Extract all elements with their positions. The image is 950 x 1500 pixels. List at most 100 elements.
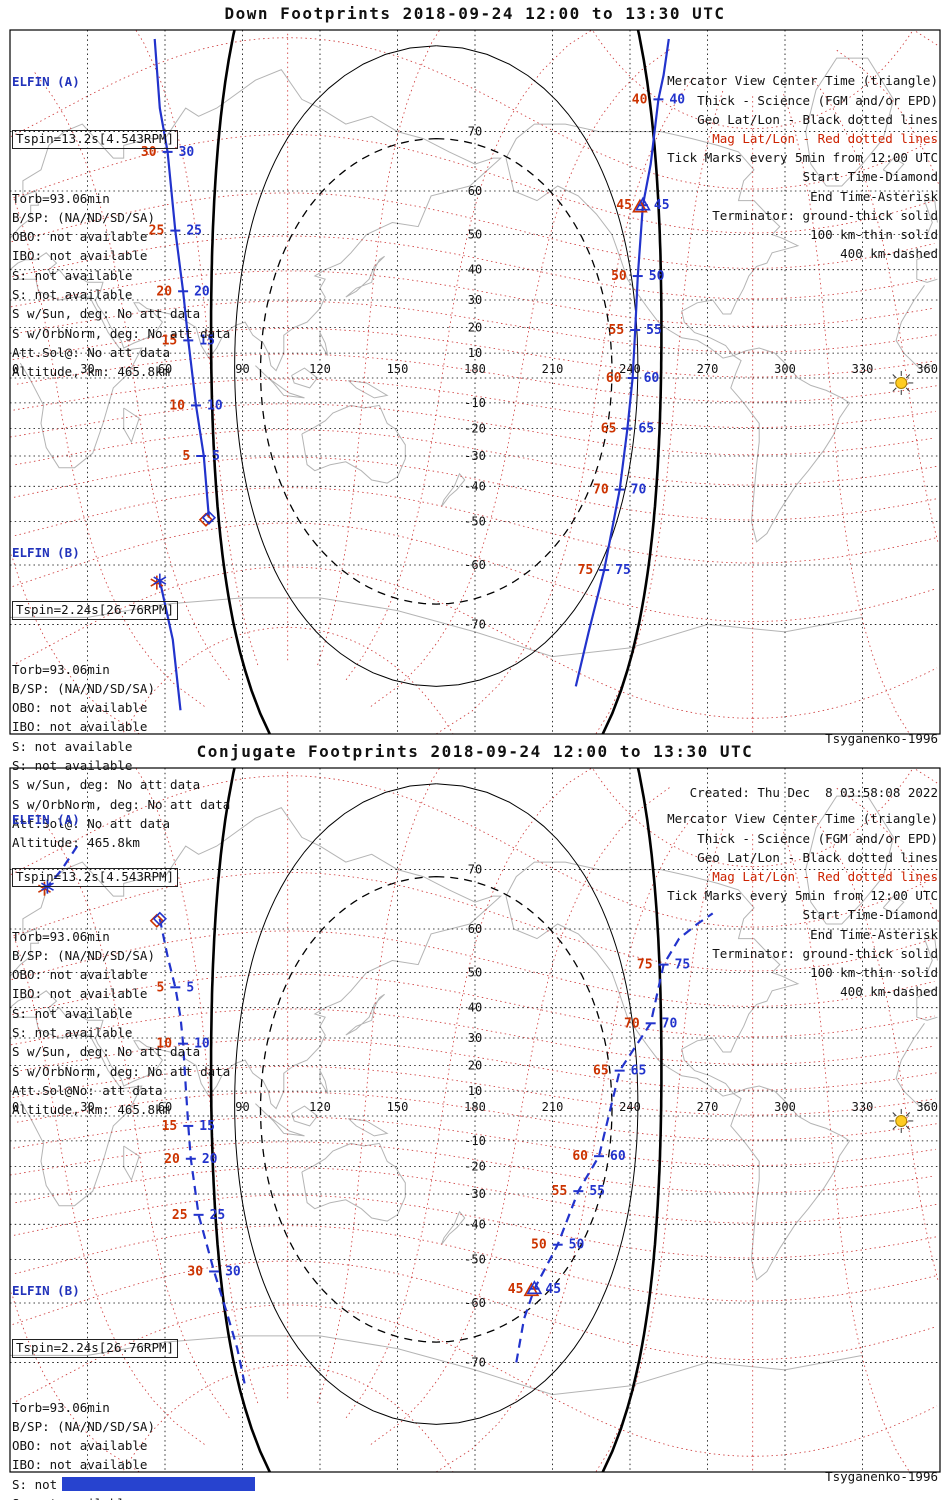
legend-line: 100 km-thin solid — [810, 227, 938, 243]
elfin-b-info-line: S: not available — [12, 758, 133, 774]
lat-label: 40 — [468, 263, 482, 277]
lat-label: 50 — [468, 965, 482, 979]
legend-down: Mercator View Center Time (triangle) Thic… — [667, 33, 938, 302]
satellite-track — [158, 580, 182, 711]
elfin-a-info-conjugate: ELFIN (A) Tspin=13.2s[4.543RPM] Torb=93.… — [12, 771, 230, 1158]
legend-line: 100 km-thin solid — [810, 965, 938, 981]
lon-label: 360 — [916, 1100, 938, 1114]
lat-label: -20 — [464, 422, 486, 436]
elfin-b-header: ELFIN (B) — [12, 544, 80, 560]
elfin-a-info-line: OBO: not available — [12, 229, 148, 245]
lat-label: -40 — [464, 479, 486, 493]
lon-label: 30 — [80, 362, 94, 376]
terminator-100km — [234, 783, 639, 1425]
lat-label: 60 — [468, 922, 482, 936]
tick-label-red: 65 — [593, 1064, 609, 1079]
tick-label-red: 55 — [609, 323, 625, 338]
legend-line: Mag Lat/Lon - Red dotted lines — [712, 869, 938, 885]
tick-label-red: 25 — [149, 224, 165, 239]
tick-label-blue: 5 — [186, 980, 194, 995]
lon-label: 360 — [916, 362, 938, 376]
terminator-ground — [209, 768, 663, 1472]
lon-label: 180 — [464, 362, 486, 376]
lat-label: 70 — [468, 863, 482, 877]
terminator-100km — [234, 45, 639, 687]
start-time-diamond — [198, 510, 217, 527]
elfin-b-info-line: S w/Sun, deg: No att data — [12, 777, 201, 793]
elfin-b-info-line: Torb=93.06min — [12, 661, 110, 677]
legend-conjugate: Mercator View Center Time (triangle) Thic… — [667, 771, 938, 1040]
lon-label: 270 — [697, 1100, 719, 1114]
legend-line: Tick Marks every 5min from 12:00 UTC — [667, 150, 938, 166]
elfin-b-info-line: S: not available — [12, 738, 133, 754]
tick-label-blue: 25 — [210, 1208, 226, 1223]
plot-border — [9, 29, 941, 735]
elfin-a-info-line: S w/Sun, deg: No att data — [12, 1044, 201, 1060]
lat-label: -10 — [464, 1134, 486, 1148]
elfin-a-header: ELFIN (A) — [12, 73, 80, 89]
elfin-b-tspin: Tspin=2.24s[26.76RPM] — [12, 601, 179, 620]
elfin-b-info-line: Torb=93.06min — [12, 1399, 110, 1415]
tick-label-blue: 20 — [194, 284, 210, 299]
elfin-a-tspin: Tspin=13.2s[4.543RPM] — [12, 130, 179, 149]
tick-label-blue: 15 — [199, 333, 215, 348]
lat-label: -70 — [464, 1355, 486, 1369]
tick-label-blue: 25 — [186, 224, 202, 239]
elfin-b-info-line: S: not available — [12, 1494, 230, 1500]
lon-label: 210 — [542, 1100, 564, 1114]
lat-label: -20 — [464, 1160, 486, 1174]
lat-label: 20 — [468, 1058, 482, 1072]
lon-label: 180 — [464, 1100, 486, 1114]
tick-label-blue: 5 — [212, 449, 220, 464]
grid-labels: 0 30 60 90 120 150 180 210 240 270 300 330 360 70 60 50… — [12, 125, 938, 632]
sun-icon — [889, 1108, 914, 1133]
lat-label: -10 — [464, 396, 486, 410]
elfin-b-info-line: S w/OrbNorm, deg: No att data — [12, 796, 231, 812]
tick-label-red: 60 — [606, 371, 622, 386]
legend-line: Thick - Science (FGM and/or EPD) — [697, 92, 938, 108]
terminator-400km — [259, 137, 613, 605]
tick-label-red: 50 — [611, 269, 627, 284]
elfin-a-info-line: Altitude, km: 465.8km — [12, 364, 171, 380]
elfin-a-info-line: S w/OrbNorm, deg: No att data — [12, 325, 231, 341]
tick-label-blue: 30 — [179, 145, 195, 160]
lon-label: 0 — [12, 362, 19, 376]
lon-label: 270 — [697, 362, 719, 376]
tick-label-red: 20 — [164, 1152, 180, 1167]
tick-label-red: 10 — [156, 1037, 172, 1052]
tick-label-blue: 55 — [589, 1184, 605, 1199]
tick-label-blue: 50 — [649, 269, 665, 284]
elfin-a-info-line: IBO: not available — [12, 986, 148, 1002]
tick-label-blue: 55 — [646, 323, 662, 338]
tick-label-blue: 65 — [638, 422, 654, 437]
lon-label: 120 — [309, 362, 331, 376]
lat-label: 30 — [468, 1031, 482, 1045]
tick-label-red: 40 — [632, 92, 648, 107]
selection-highlight — [62, 1477, 255, 1491]
tick-label-blue: 30 — [225, 1264, 241, 1279]
elfin-a-info-line: B/SP: (NA/ND/SD/SA) — [12, 947, 155, 963]
tick-label-red: 70 — [624, 1016, 640, 1031]
elfin-a-info-line: Torb=93.06min — [12, 928, 110, 944]
legend-line: Mercator View Center Time (triangle) — [667, 811, 938, 827]
legend-line: Start Time-Diamond — [802, 907, 938, 923]
elfin-a-info-line: B/SP: (NA/ND/SD/SA) — [12, 209, 155, 225]
end-time-asterisk — [150, 573, 167, 590]
lat-label: 60 — [468, 184, 482, 198]
lon-label: 330 — [852, 1100, 874, 1114]
conjugate-footprints-map: 0 30 60 90 120 150 180 210 240 270 300 330 360 70 60 50… — [10, 768, 940, 1472]
lon-label: 0 — [12, 1100, 19, 1114]
credits-conjugate: Tsyganenko-1996 Created: Thu Dec 8 03:58… — [690, 1432, 938, 1500]
lon-label: 60 — [158, 362, 172, 376]
elfin-a-info-line: Altitude, km: 465.8km — [12, 1102, 171, 1118]
model-name: Tsyganenko-1996 — [825, 731, 938, 746]
lat-label: -50 — [464, 1253, 486, 1267]
terminator-ground — [209, 30, 663, 734]
elfin-b-info-line: IBO: not available — [12, 719, 148, 735]
elfin-a-info-line: S: not available — [12, 267, 133, 283]
tick-label-blue: 60 — [610, 1149, 626, 1164]
lat-label: 50 — [468, 227, 482, 241]
